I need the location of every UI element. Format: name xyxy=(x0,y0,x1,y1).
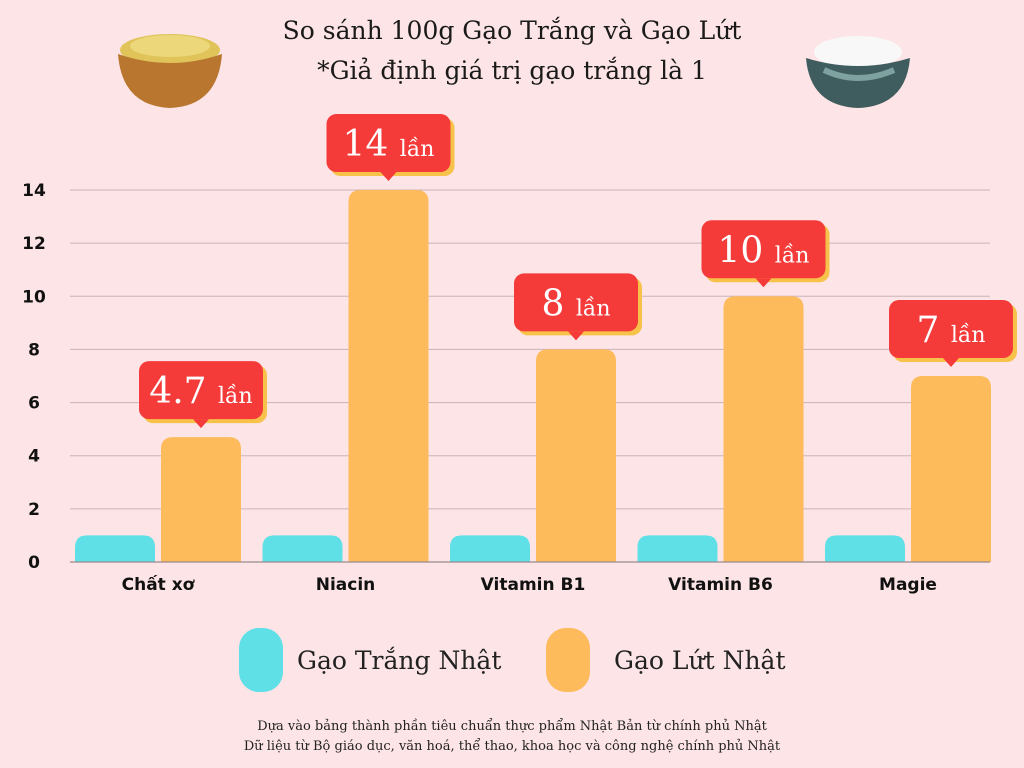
legend-label: Gạo Lứt Nhật xyxy=(614,645,786,675)
y-tick-label: 4 xyxy=(28,447,40,467)
y-tick-label: 14 xyxy=(22,181,46,201)
bar-white-rice xyxy=(75,535,155,562)
y-tick-label: 6 xyxy=(28,394,40,414)
callout-label: 7 lần xyxy=(916,310,985,351)
callout-value: 7 xyxy=(916,310,950,351)
bar-brown-rice xyxy=(536,349,616,562)
callout-unit: lần xyxy=(400,136,435,162)
legend-label: Gạo Trắng Nhật xyxy=(297,645,502,675)
white-rice-bowl-icon xyxy=(806,36,910,108)
legend-swatch xyxy=(239,628,283,692)
callout-unit: lần xyxy=(576,295,611,321)
footer-source-2: Dữ liệu từ Bộ giáo dục, văn hoá, thể tha… xyxy=(243,739,781,754)
footer-source-1: Dựa vào bảng thành phần tiêu chuẩn thực … xyxy=(257,719,767,734)
bar-brown-rice xyxy=(161,437,241,562)
x-tick-label: Chất xơ xyxy=(122,574,196,595)
y-tick-label: 0 xyxy=(28,553,40,573)
y-tick-label: 2 xyxy=(28,500,40,520)
x-tick-label: Magie xyxy=(879,575,937,595)
bar-brown-rice xyxy=(911,376,991,562)
callout-pointer xyxy=(380,172,397,181)
legend-item-white-rice: Gạo Trắng Nhật xyxy=(239,628,501,692)
callout-label: 10 lần xyxy=(718,230,810,271)
callout-value: 8 xyxy=(541,283,575,324)
callout-label: 4.7 lần xyxy=(149,371,252,412)
bar-brown-rice xyxy=(723,296,804,562)
callout-label: 8 lần xyxy=(541,283,610,324)
bar-brown-rice xyxy=(348,190,429,562)
bar-chart: 0 2 4 6 8 10 12 14 Chất xơ 4.7 lần Niacin 14 lần Vit… xyxy=(22,114,1017,595)
callout-pointer xyxy=(568,331,584,341)
bar-white-rice xyxy=(262,535,343,562)
bar-white-rice xyxy=(450,535,530,562)
y-tick-label: 12 xyxy=(22,234,46,254)
bar-white-rice xyxy=(637,535,718,562)
callout-label: 14 lần xyxy=(343,124,435,165)
callout-unit: lần xyxy=(218,383,253,409)
callout-pointer xyxy=(755,278,772,288)
legend-item-brown-rice: Gạo Lứt Nhật xyxy=(546,628,786,692)
callout-pointer xyxy=(943,358,959,367)
callout-box xyxy=(139,361,263,420)
chart-subtitle: *Giả định giá trị gạo trắng là 1 xyxy=(317,56,707,85)
callout-box xyxy=(326,114,451,172)
callout-value: 4.7 xyxy=(149,371,218,412)
x-tick-label: Niacin xyxy=(316,575,376,595)
legend-swatch xyxy=(546,628,590,692)
x-tick-label: Vitamin B1 xyxy=(481,575,586,595)
callout-pointer xyxy=(193,419,209,429)
callout-unit: lần xyxy=(775,242,810,268)
x-tick-label: Vitamin B6 xyxy=(668,575,773,595)
y-tick-label: 8 xyxy=(28,340,40,360)
callout-box xyxy=(701,220,826,279)
callout-value: 10 xyxy=(718,230,775,271)
brown-rice-bowl-icon xyxy=(118,34,222,108)
chart-title: So sánh 100g Gạo Trắng và Gạo Lứt xyxy=(282,16,742,45)
y-tick-label: 10 xyxy=(22,287,46,307)
callout-box xyxy=(514,273,638,332)
callout-unit: lần xyxy=(951,322,986,348)
callout-value: 14 xyxy=(343,124,400,165)
callout-box xyxy=(889,300,1013,358)
bar-white-rice xyxy=(825,535,905,562)
